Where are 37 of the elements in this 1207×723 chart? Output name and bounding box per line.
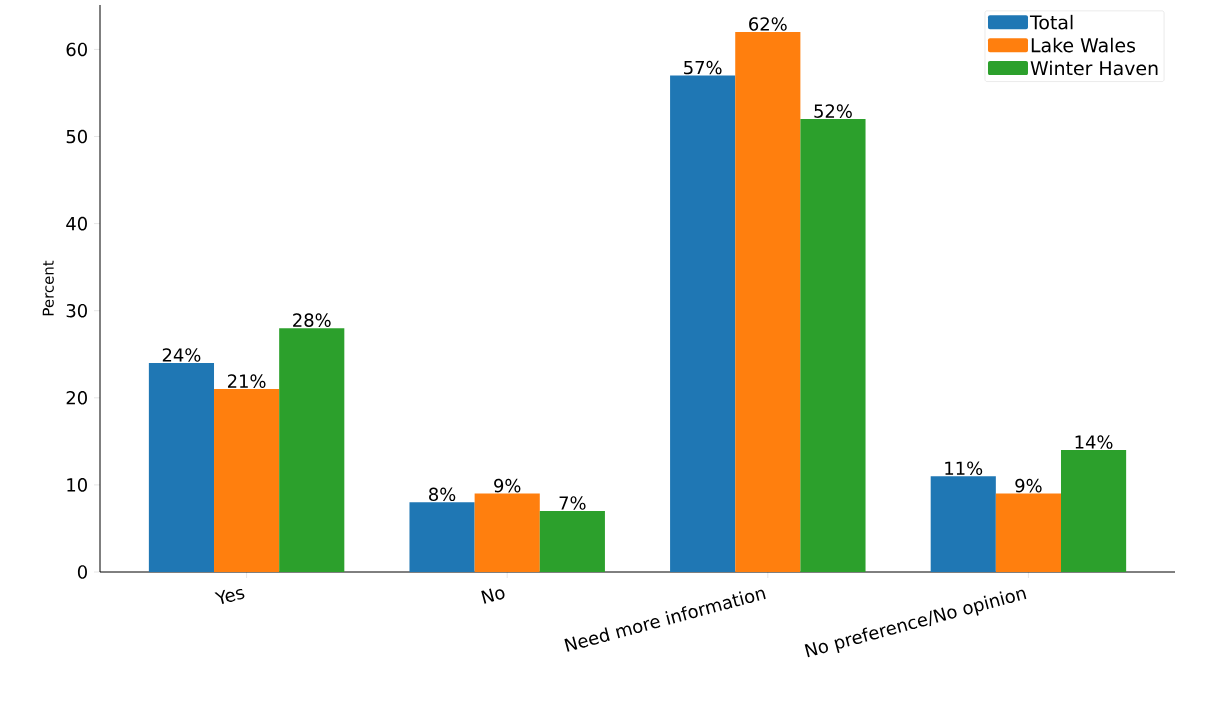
y-axis-title: Percent <box>42 260 54 316</box>
bar <box>539 511 605 572</box>
bar <box>148 362 215 572</box>
y-tick-label: 40 <box>66 216 87 231</box>
bar <box>800 119 866 572</box>
data-label: 21% <box>227 374 266 388</box>
y-tick-label: 60 <box>66 42 87 57</box>
data-label: 11% <box>945 461 983 475</box>
bar <box>995 493 1061 572</box>
bar <box>670 75 736 572</box>
y-tick-label: 30 <box>66 303 87 318</box>
y-tick-label: 50 <box>66 129 87 144</box>
bar <box>279 328 345 572</box>
data-label: 28% <box>293 313 331 327</box>
data-label: 8% <box>429 487 456 502</box>
bar <box>474 493 540 572</box>
legend-label: Lake Wales <box>1031 37 1136 53</box>
y-tick-label: 0 <box>77 565 87 579</box>
data-label: 7% <box>559 496 586 510</box>
data-label: 52% <box>814 104 852 118</box>
data-label: 14% <box>1075 435 1113 449</box>
bar <box>1060 450 1127 572</box>
bar <box>409 502 475 572</box>
bar <box>214 389 280 572</box>
y-tick-label: 10 <box>67 478 87 492</box>
bar <box>930 476 996 572</box>
y-tick-label: 20 <box>66 391 87 405</box>
bar <box>735 31 801 572</box>
data-label: 62% <box>749 17 787 31</box>
x-tick-label: No <box>481 588 505 604</box>
data-label: 24% <box>162 348 201 362</box>
data-label: 9% <box>494 478 521 493</box>
legend-label: Winter Haven <box>1030 60 1158 76</box>
x-tick-label: Yes <box>214 588 245 605</box>
data-label: 9% <box>1015 478 1042 493</box>
data-label: 57% <box>684 60 722 75</box>
legend-label: Total <box>1029 14 1073 30</box>
